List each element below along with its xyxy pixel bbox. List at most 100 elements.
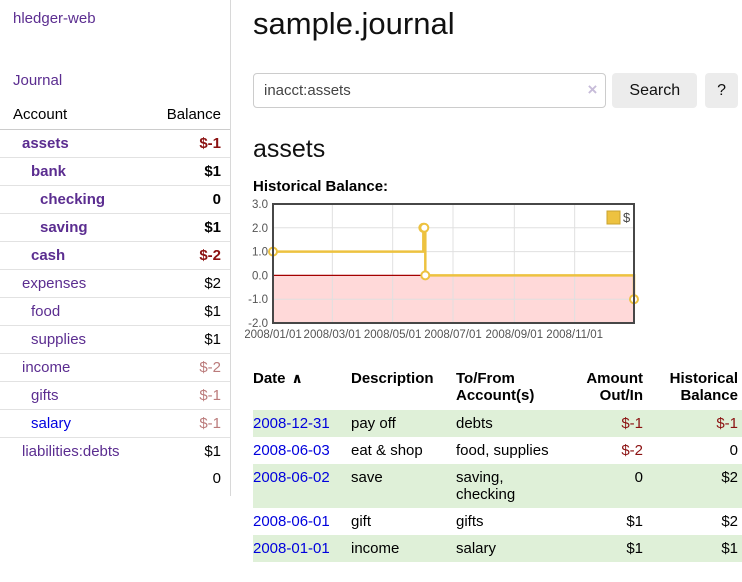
register-tofrom: saving, checking xyxy=(456,469,516,503)
register-date-link[interactable]: 2008-12-31 xyxy=(253,415,330,432)
account-link[interactable]: food xyxy=(31,303,61,320)
account-row: cash $-2 xyxy=(0,241,230,270)
register-header-date[interactable]: Date ∧ xyxy=(253,368,351,410)
register-tofrom: debts xyxy=(456,415,493,432)
register-date-cell: 2008-06-03 xyxy=(253,437,351,464)
accounts-header-row: Account Balance xyxy=(0,102,230,130)
y-axis-tick-label: -2.0 xyxy=(248,318,268,330)
register-date-link[interactable]: 2008-06-02 xyxy=(253,469,330,486)
account-row: saving $1 xyxy=(0,213,230,242)
x-axis-tick-label: 2008/03/01 xyxy=(304,329,362,341)
account-row: income $-2 xyxy=(0,353,230,382)
account-row: assets $-1 xyxy=(0,130,230,158)
account-cell: checking xyxy=(0,185,151,214)
account-balance: $2 xyxy=(150,269,230,298)
legend-swatch xyxy=(606,210,621,225)
register-header-date-label: Date xyxy=(253,370,286,387)
sidebar: hledger-web Journal Account Balance asse… xyxy=(0,0,231,496)
account-balance: $1 xyxy=(150,325,230,354)
sidebar-item-journal[interactable]: Journal xyxy=(13,72,63,89)
help-button[interactable]: ? xyxy=(705,73,738,108)
account-cell: salary xyxy=(0,409,151,438)
account-link[interactable]: supplies xyxy=(31,331,87,348)
account-link[interactable]: income xyxy=(22,359,71,376)
search-button[interactable]: Search xyxy=(612,73,698,108)
account-link[interactable]: checking xyxy=(40,191,106,208)
register-row: 2008-06-02 save saving, checking 0 $2 xyxy=(253,464,742,508)
register-balance: $1 xyxy=(721,540,738,557)
account-link[interactable]: expenses xyxy=(22,275,87,292)
register-date-link[interactable]: 2008-06-01 xyxy=(253,513,330,530)
register-date-link[interactable]: 2008-06-03 xyxy=(253,442,330,459)
register-row: 2008-01-01 income salary $1 $1 xyxy=(253,535,742,562)
account-heading: assets xyxy=(253,135,326,163)
accounts-total-value: 0 xyxy=(212,470,221,487)
x-axis-tick-label: 2008/01/01 xyxy=(245,329,302,341)
account-link[interactable]: bank xyxy=(31,163,67,180)
y-axis-tick-label: 0.0 xyxy=(252,270,268,282)
account-cell: saving xyxy=(0,213,151,242)
chart-border xyxy=(272,203,635,324)
y-axis-tick-label: 3.0 xyxy=(252,199,268,211)
account-balance: $1 xyxy=(150,213,230,242)
accounts-header-balance: Balance xyxy=(150,102,230,130)
account-balance: $-2 xyxy=(150,353,230,382)
search-input[interactable] xyxy=(253,73,607,108)
account-link[interactable]: assets xyxy=(22,135,69,152)
y-axis-tick-label: 1.0 xyxy=(252,247,268,259)
register-header-amount: Amount Out/In xyxy=(586,370,643,404)
account-cell: expenses xyxy=(0,269,151,298)
account-link[interactable]: salary xyxy=(31,415,72,432)
brand-link[interactable]: hledger-web xyxy=(13,10,96,27)
register-row: 2008-06-01 gift gifts $1 $2 xyxy=(253,508,742,535)
register-balance: $-1 xyxy=(716,415,738,432)
account-balance: $-2 xyxy=(150,241,230,270)
register-description: eat & shop xyxy=(351,442,423,459)
register-amount: $1 xyxy=(626,513,643,530)
sort-ascending-icon: ∧ xyxy=(291,370,303,386)
y-axis-tick-label: 2.0 xyxy=(252,223,268,235)
register-table: Date ∧ Description To/From Account(s) Amo… xyxy=(253,368,742,562)
register-description: gift xyxy=(351,513,372,530)
register-balance: $2 xyxy=(721,513,738,530)
search-box: × xyxy=(253,73,607,108)
account-cell: cash xyxy=(0,241,151,270)
register-description: save xyxy=(351,469,383,486)
account-link[interactable]: liabilities:debts xyxy=(22,443,120,460)
register-row: 2008-06-03 eat & shop food, supplies $-2 0 xyxy=(253,437,742,464)
accounts-header-account: Account xyxy=(0,102,151,130)
account-balance: $-1 xyxy=(199,135,221,152)
register-header-balance: Historical Balance xyxy=(669,370,738,404)
account-link[interactable]: saving xyxy=(40,219,88,236)
account-cell: liabilities:debts xyxy=(0,437,151,465)
account-link[interactable]: cash xyxy=(31,247,66,264)
register-row: 2008-12-31 pay off debts $-1 $-1 xyxy=(253,410,742,437)
y-axis-tick-label: -1.0 xyxy=(248,294,268,306)
register-balance: $2 xyxy=(721,469,738,486)
register-amount: $1 xyxy=(626,540,643,557)
account-cell: food xyxy=(0,297,151,326)
account-row: food $1 xyxy=(0,297,230,326)
account-balance: 0 xyxy=(150,185,230,214)
account-row: checking 0 xyxy=(0,185,230,214)
main-content: sample.journal × Search ? assets Histori… xyxy=(240,0,742,562)
account-balance: $1 xyxy=(150,297,230,326)
chart-label: Historical Balance: xyxy=(253,178,389,195)
register-amount: $-1 xyxy=(621,415,643,432)
account-link[interactable]: gifts xyxy=(31,387,59,404)
register-description: income xyxy=(351,540,400,557)
account-row: salary $-1 xyxy=(0,409,230,438)
x-axis-tick-label: 2008/07/01 xyxy=(424,329,482,341)
accounts-total-row: 0 xyxy=(0,465,230,492)
x-axis-tick-label: 2008/09/01 xyxy=(486,329,544,341)
register-date-cell: 2008-12-31 xyxy=(253,410,351,437)
account-cell: assets xyxy=(0,130,150,158)
account-cell: income xyxy=(0,353,151,382)
register-date-link[interactable]: 2008-01-01 xyxy=(253,540,330,557)
account-balance: $-1 xyxy=(150,381,230,410)
clear-search-icon[interactable]: × xyxy=(587,80,598,99)
register-amount: 0 xyxy=(634,469,643,486)
register-date-cell: 2008-06-02 xyxy=(253,464,351,508)
register-description: pay off xyxy=(351,415,396,432)
